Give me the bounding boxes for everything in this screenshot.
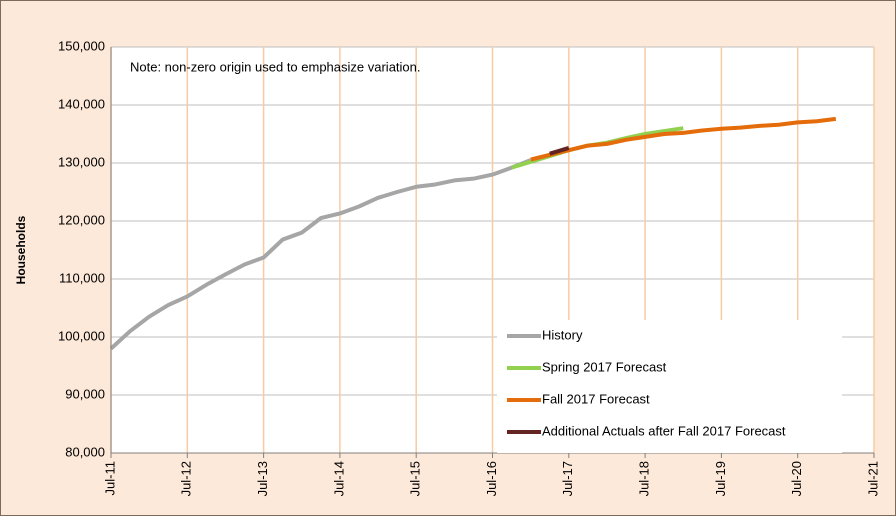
legend-box	[497, 320, 842, 453]
annotation: Note: non-zero origin used to emphasize …	[130, 59, 421, 74]
y-tick-label: 140,000	[58, 96, 105, 111]
x-tick-label: Jul-11	[102, 461, 117, 495]
x-tick-label: Jul-13	[255, 461, 270, 496]
y-tick-label: 120,000	[58, 212, 105, 227]
series-line	[549, 146, 570, 156]
y-tick-label: 110,000	[59, 270, 105, 285]
x-tick-label: Jul-15	[408, 461, 423, 496]
x-tick-label: Jul-18	[637, 461, 652, 496]
y-tick-label: 130,000	[58, 154, 105, 169]
y-tick-label: 80,000	[65, 444, 105, 459]
series-line	[530, 116, 837, 162]
y-tick-label: 150,000	[58, 38, 105, 53]
x-tick-label: Jul-14	[331, 461, 346, 496]
x-tick-label: Jul-19	[713, 461, 728, 496]
legend: History Spring 2017 Forecast Fall 2017 For…	[497, 320, 842, 453]
x-tick-label: Jul-21	[865, 461, 880, 496]
legend-label: Fall 2017 Forecast	[542, 391, 650, 406]
x-tick-label: Jul-20	[789, 461, 804, 496]
legend-label: Spring 2017 Forecast	[542, 359, 667, 374]
y-axis-label: Households	[14, 215, 28, 284]
series-line	[109, 158, 532, 351]
x-tick-label: Jul-16	[484, 461, 499, 496]
legend-label: History	[542, 327, 583, 342]
legend-label: Additional Actuals after Fall 2017 Forec…	[542, 423, 786, 438]
x-tick-label: Jul-12	[179, 461, 194, 496]
x-tick-label: Jul-17	[560, 461, 575, 496]
y-tick-label: 90,000	[65, 386, 105, 401]
lines	[109, 116, 837, 351]
y-tick-label: 100,000	[58, 328, 105, 343]
